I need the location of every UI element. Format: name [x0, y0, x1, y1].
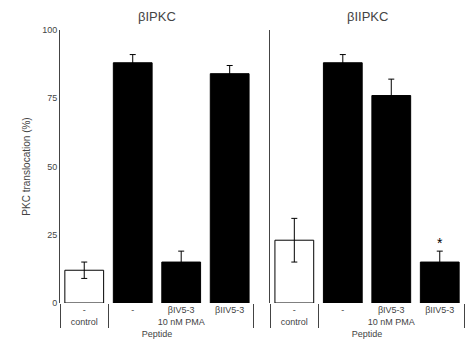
svg-text:Peptide: Peptide	[142, 329, 173, 339]
svg-text:βIV5-3: βIV5-3	[168, 305, 195, 315]
svg-text:100: 100	[42, 25, 57, 35]
svg-text:10 nM PMA: 10 nM PMA	[158, 317, 205, 327]
svg-text:control: control	[71, 317, 98, 327]
svg-text:25: 25	[47, 230, 57, 240]
svg-text:*: *	[437, 235, 443, 251]
svg-text:-: -	[131, 305, 134, 315]
svg-text:Peptide: Peptide	[352, 329, 383, 339]
svg-text:control: control	[281, 317, 308, 327]
svg-text:βIIPKC: βIIPKC	[347, 9, 388, 24]
svg-text:-: -	[341, 305, 344, 315]
svg-text:βIV5-3: βIV5-3	[378, 305, 405, 315]
svg-text:75: 75	[47, 93, 57, 103]
svg-text:βIPKC: βIPKC	[138, 9, 176, 24]
svg-text:βIIV5-3: βIIV5-3	[425, 305, 454, 315]
svg-text:50: 50	[47, 162, 57, 172]
svg-text:10 nM PMA: 10 nM PMA	[368, 317, 415, 327]
svg-text:-: -	[83, 305, 86, 315]
svg-text:0: 0	[52, 298, 57, 308]
svg-text:-: -	[293, 305, 296, 315]
svg-text:PKC translocation (%): PKC translocation (%)	[21, 117, 32, 215]
svg-text:βIIV5-3: βIIV5-3	[215, 305, 244, 315]
